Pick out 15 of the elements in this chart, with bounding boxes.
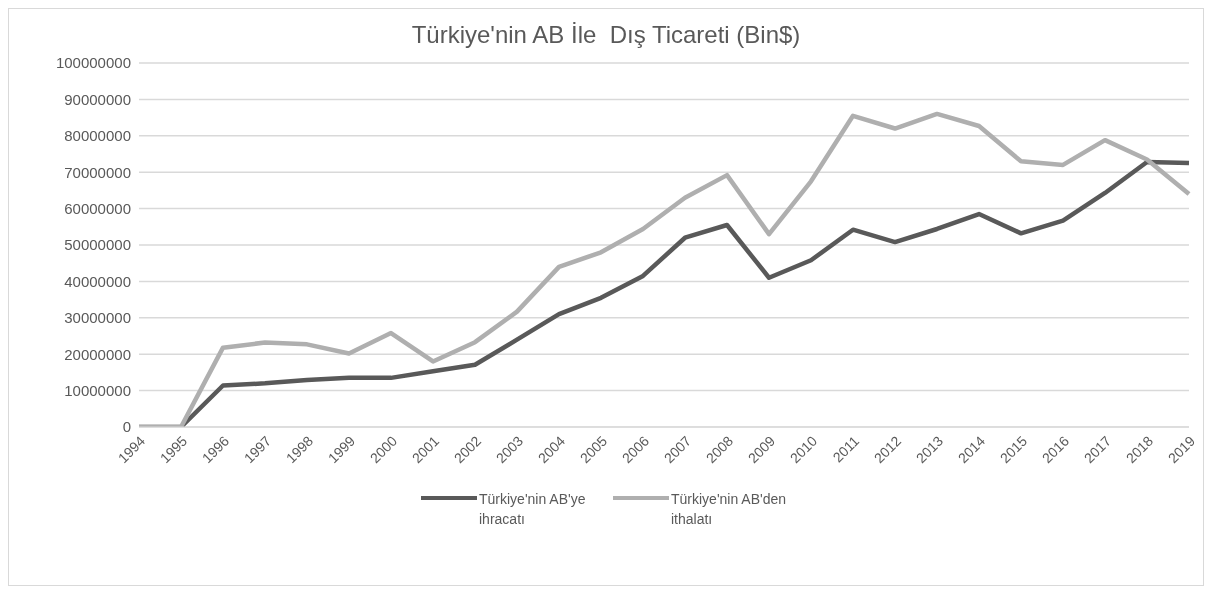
legend-label: Türkiye'nin AB'ye ihracatı <box>479 490 587 529</box>
y-tick-label: 40000000 <box>64 272 131 290</box>
y-tick-label: 10000000 <box>64 381 131 399</box>
y-tick-label: 100000000 <box>55 54 131 72</box>
y-tick-label: 0 <box>122 418 131 436</box>
line-series <box>136 111 1192 427</box>
chart-title: Türkiye'nin AB İle Dış Ticareti (Bin$) <box>410 20 802 49</box>
y-tick-label: 30000000 <box>64 309 131 327</box>
y-tick-label: 90000000 <box>64 90 131 108</box>
legend-label: Türkiye'nin AB'den ithalatı <box>671 490 788 529</box>
y-tick-label: 60000000 <box>64 199 131 217</box>
y-tick-label: 50000000 <box>64 236 131 254</box>
y-tick-label: 70000000 <box>64 163 131 181</box>
y-tick-label: 80000000 <box>64 127 131 145</box>
y-tick-label: 20000000 <box>64 345 131 363</box>
